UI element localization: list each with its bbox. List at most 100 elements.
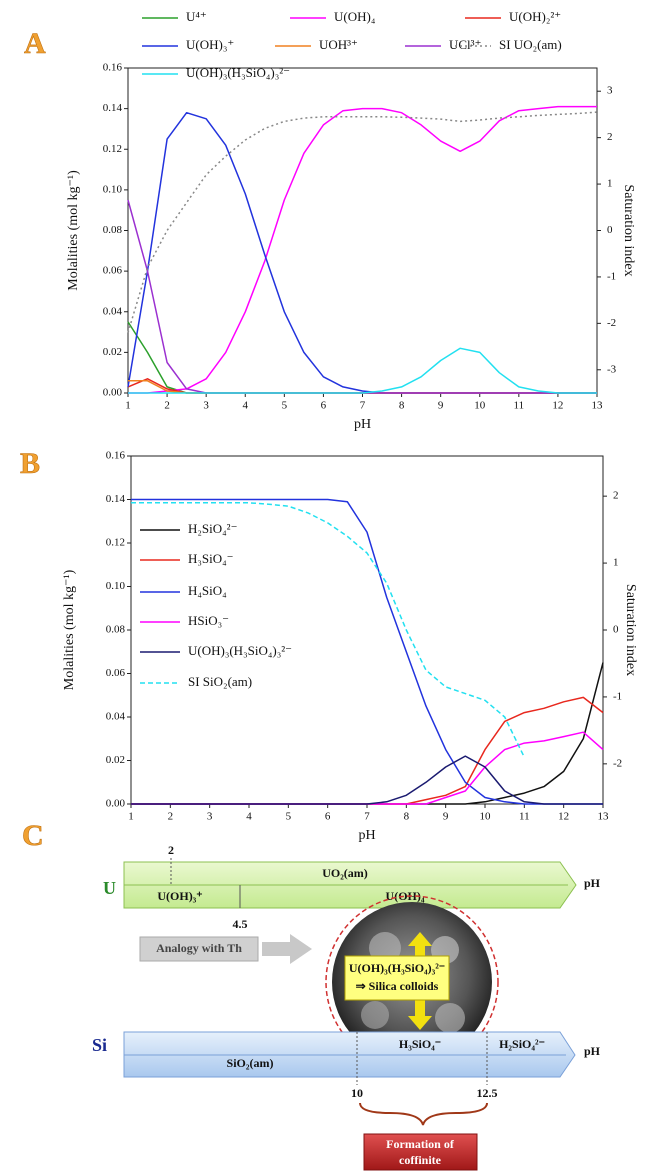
series-line [127,111,597,394]
series-line [127,199,597,394]
legend-label: U(OH)₃(H₃SiO₄)₃²⁻ [188,643,292,658]
si-label: Si [92,1035,107,1055]
y2-tick-label: 1 [613,557,619,569]
y-tick-label: 0.00 [103,387,123,399]
u-top: UO₂(am) [322,866,368,880]
x-tick-label: 6 [325,811,331,823]
si-tick: 12.5 [477,1086,498,1100]
analogy-arrow [262,934,312,964]
x-tick-label: 9 [438,400,444,412]
si-tick: 10 [351,1086,363,1100]
y2-tick-label: 2 [607,131,613,143]
y-tick-label: 0.04 [103,305,123,317]
series-line [128,105,597,394]
si-mid: H₃SiO₄⁻ [399,1037,441,1051]
y-tick-label: 0.16 [106,450,126,462]
analogy: Analogy with Th [156,941,242,955]
x-axis-title: pH [354,417,371,432]
x-tick-label: 10 [474,400,486,412]
u-left: U(OH)₃⁺ [157,889,202,903]
x-tick-label: 12 [552,400,563,412]
y-tick-label: 0.12 [103,143,122,155]
coffinite: coffinite [399,1153,442,1167]
legend-label: SI SiO₂(am) [188,674,252,689]
panel-label: C [22,819,44,852]
coffinite-box [363,1133,478,1171]
x-tick-label: 3 [203,400,209,412]
legend-label: U(OH)₃⁺ [186,37,234,52]
y-tick-label: 0.02 [103,346,122,358]
x-tick-label: 7 [360,400,366,412]
x-tick-label: 2 [164,400,170,412]
y-tick-label: 0.10 [103,183,123,195]
series-line [131,498,603,805]
complex-box [344,955,450,1001]
u-label: U [103,878,116,898]
series-line [131,755,603,805]
si-right: H₂SiO₄²⁻ [499,1037,545,1051]
y2-axis-title: Saturation index [621,184,636,276]
y-tick-label: 0.08 [106,624,126,636]
x-tick-label: 4 [246,811,252,823]
y-tick-label: 0.14 [106,493,126,505]
x-tick-label: 9 [443,811,449,823]
y-tick-label: 0.00 [106,798,126,810]
x-tick-label: 1 [128,811,134,823]
legend-label: U(OH)₄ [334,9,376,24]
x-tick-label: 3 [207,811,213,823]
y2-tick-label: -3 [607,363,617,375]
y2-tick-label: 0 [613,624,619,636]
y-tick-label: 0.06 [103,265,123,277]
legend-label: U(OH)₂²⁺ [509,9,561,24]
y-tick-label: 0.14 [103,102,123,114]
x-tick-label: 8 [399,400,405,412]
y2-tick-label: 1 [607,178,613,190]
legend-label: HSiO₃⁻ [188,613,229,628]
brace [359,1102,488,1126]
y2-tick-label: 3 [607,85,613,97]
x-tick-label: 11 [519,811,530,823]
y-axis-title: Molalities (mol kg⁻¹) [62,569,77,690]
x-tick-label: 10 [480,811,492,823]
x-tick-label: 6 [321,400,327,412]
x-tick-label: 12 [558,811,569,823]
x-tick-label: 8 [404,811,410,823]
series-line [131,696,604,805]
si-bottom: SiO₂(am) [227,1056,274,1070]
y-tick-label: 0.12 [106,537,125,549]
panel-label: B [20,447,40,480]
x-tick-label: 13 [598,811,610,823]
legend-label: U⁴⁺ [186,9,207,24]
x-tick-label: 11 [514,400,525,412]
y-tick-label: 0.16 [103,62,123,74]
charts: A1 2 3 4 5 6 7 8 9 10 11 12 130.000.020.040.060.080.… [20,9,638,843]
u-ph: pH [584,876,601,890]
y-tick-label: 0.06 [106,667,126,679]
panel-label: A [24,27,46,60]
x-tick-label: 4 [243,400,249,412]
coffinite: Formation of [386,1137,455,1151]
y2-tick-label: 0 [607,224,613,236]
complex: U(OH)₃(H₃SiO₄)₃²⁻ [349,961,445,975]
legend-label: H₂SiO₄²⁻ [188,521,237,536]
y-tick-label: 0.08 [103,224,123,236]
x-tick-label: 5 [286,811,292,823]
series-line [127,111,598,333]
y2-tick-label: -1 [613,690,622,702]
y2-tick-label: -2 [613,757,622,769]
y-tick-label: 0.04 [106,711,126,723]
legend-label: H₄SiO₄ [188,583,227,598]
chart: B1 2 3 4 5 6 7 8 9 10 11 12 130.000.020.040.060.080.… [20,447,638,844]
colloids: ⇒ Silica colloids [356,979,439,993]
chart: A1 2 3 4 5 6 7 8 9 10 11 12 130.000.020.040.060.080.… [24,9,636,432]
legend-label: UCl³⁺ [449,37,481,52]
colloid-blob [435,1003,465,1033]
diagram: C U 2 UO₂(am) pH U(OH)₃⁺ U(OH)₄ 4.5 Anal… [22,819,601,1171]
series-line [131,731,604,805]
y-axis-title: Molalities (mol kg⁻¹) [66,170,81,291]
x-tick-label: 2 [168,811,174,823]
legend-label: UOH³⁺ [319,37,358,52]
y-tick-label: 0.02 [106,754,125,766]
legend-label: SI UO₂(am) [499,37,562,52]
